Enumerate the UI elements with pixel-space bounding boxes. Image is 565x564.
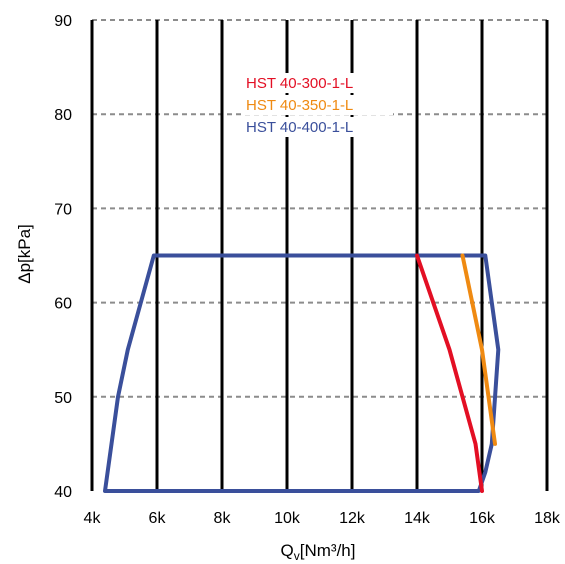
- x-tick-label: 12k: [339, 510, 366, 527]
- x-tick-label: 14k: [404, 510, 431, 527]
- tick-labels: 4k 6k 8k 10k 12k 14k 16k 18k 40 50 60 70 80 90: [54, 13, 561, 527]
- y-axis-title: Δp[kPa]: [15, 224, 34, 284]
- legend-background: [243, 95, 393, 115]
- x-tick-label: 6k: [149, 510, 167, 527]
- y-tick-label: 90: [54, 13, 72, 30]
- y-tick-label: 80: [54, 107, 72, 124]
- y-tick-label: 70: [54, 201, 72, 218]
- y-tick-label: 50: [54, 390, 72, 407]
- legend-entry: HST 40-400-1-L: [246, 119, 353, 136]
- x-tick-label: 16k: [469, 510, 496, 527]
- series-line: [460, 253, 497, 446]
- legend-background: [243, 117, 393, 137]
- legend-entry: HST 40-300-1-L: [246, 75, 353, 92]
- y-tick-label: 60: [54, 296, 72, 313]
- series-line: [415, 253, 484, 493]
- x-tick-label: 4k: [84, 510, 102, 527]
- x-tick-label: 18k: [534, 510, 561, 527]
- legend-entry: HST 40-350-1-L: [246, 97, 353, 114]
- series-lines: [103, 253, 501, 493]
- x-tick-label: 8k: [214, 510, 232, 527]
- x-tick-label: 10k: [274, 510, 301, 527]
- series-line: [103, 253, 501, 493]
- x-axis-title: Qv[Nm³/h]: [281, 541, 356, 563]
- legend-background: [243, 73, 393, 93]
- legend: HST 40-300-1-L HST 40-350-1-L HST 40-400-1…: [243, 73, 393, 137]
- y-tick-label: 40: [54, 484, 72, 501]
